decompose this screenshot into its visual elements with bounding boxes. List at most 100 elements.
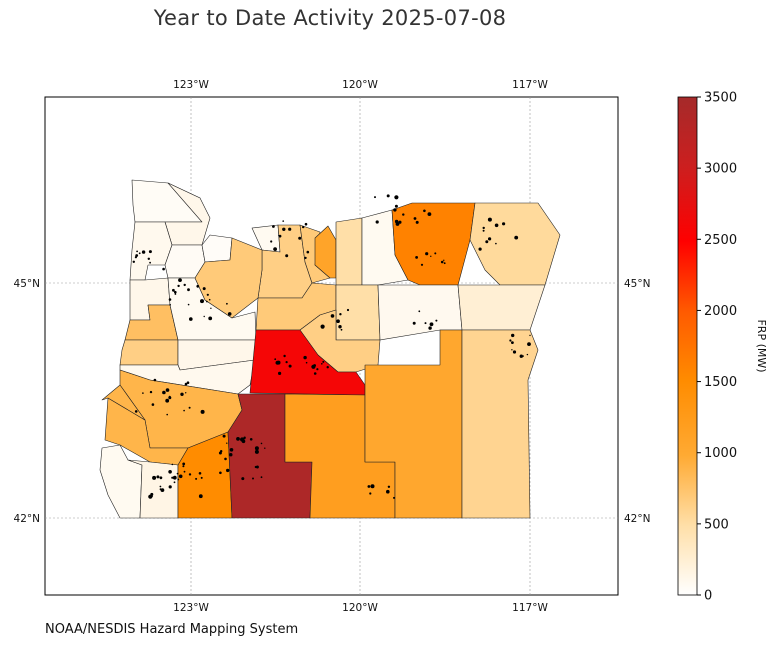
- fire-detection-dot: [336, 321, 339, 323]
- fire-detection-dot: [313, 372, 317, 375]
- fire-detection-dot: [434, 252, 437, 255]
- lat-tick-label: 42°N: [14, 513, 40, 525]
- colorbar-tick-label: 3500: [704, 91, 737, 106]
- county-layer: [99, 179, 561, 519]
- fire-detection-dot: [174, 290, 177, 294]
- fire-detection-dot: [254, 465, 257, 469]
- source-credit: NOAA/NESDIS Hazard Mapping System: [45, 622, 299, 637]
- fire-detection-dot: [512, 350, 517, 354]
- county-clackamas: [194, 237, 263, 319]
- fire-detection-dot: [183, 409, 185, 412]
- fire-detection-dot: [177, 478, 180, 481]
- colorbar-tick-label: 3000: [704, 162, 737, 177]
- fire-detection-dot: [150, 495, 153, 498]
- fire-detection-dot: [495, 242, 497, 245]
- fire-detection-dot: [168, 485, 172, 489]
- fire-detection-dot: [367, 485, 371, 488]
- fire-detection-dot: [412, 321, 416, 325]
- lat-tick-label: 45°N: [14, 278, 40, 290]
- fire-detection-dot: [254, 446, 259, 451]
- fire-detection-dot: [478, 247, 482, 251]
- fire-detection-dot: [241, 477, 245, 481]
- fire-detection-dot: [187, 303, 190, 306]
- fire-detection-dot: [340, 328, 343, 331]
- fire-detection-dot: [149, 261, 152, 264]
- fire-detection-dot: [171, 476, 174, 479]
- county-lincoln: [119, 339, 179, 366]
- fire-detection-dot: [394, 219, 399, 224]
- fire-detection-dot: [160, 488, 165, 492]
- fire-detection-dot: [136, 250, 139, 253]
- fire-detection-dot: [485, 240, 489, 244]
- county-deschutes: [249, 329, 366, 396]
- fire-detection-dot: [511, 333, 515, 338]
- fire-detection-dot: [198, 494, 203, 499]
- fire-detection-dot: [274, 358, 277, 361]
- fire-detection-dot: [282, 227, 286, 231]
- fire-detection-dot: [219, 471, 222, 475]
- fire-detection-dot: [226, 468, 230, 473]
- fire-detection-dot: [527, 342, 531, 346]
- fire-detection-dot: [226, 302, 228, 305]
- fire-detection-dot: [272, 225, 275, 228]
- fire-detection-dot: [255, 465, 259, 469]
- fire-detection-dot: [168, 298, 172, 301]
- fire-detection-dot: [188, 473, 192, 476]
- colorbar-tick-label: 2500: [704, 233, 737, 248]
- fire-detection-dot: [321, 363, 323, 365]
- fire-detection-dot: [218, 451, 222, 455]
- lon-tick-label: 123°W: [173, 602, 209, 614]
- fire-detection-dot: [260, 442, 263, 445]
- fire-detection-dot: [283, 354, 286, 358]
- fire-detection-dot: [514, 235, 519, 240]
- fire-detection-dot: [147, 257, 150, 260]
- fire-detection-dot: [402, 213, 405, 216]
- fire-detection-dot: [172, 475, 177, 480]
- fire-detection-dot: [208, 298, 211, 301]
- fire-detection-dot: [222, 434, 226, 438]
- fire-detection-dot: [210, 307, 212, 309]
- lon-ticks-top: 123°W 120°W 117°W: [173, 79, 548, 91]
- fire-detection-dot: [302, 225, 305, 229]
- fire-detection-dot: [339, 313, 342, 316]
- fire-detection-dot: [519, 354, 523, 358]
- fire-detection-dot: [241, 439, 246, 444]
- lat-tick-label: 42°N: [624, 513, 650, 525]
- fire-detection-dot: [482, 229, 485, 232]
- fire-detection-dot: [494, 223, 499, 228]
- fire-detection-dot: [415, 256, 418, 259]
- fire-detection-dot: [200, 299, 204, 304]
- county-multnomah: [201, 234, 233, 263]
- fire-detection-dot: [142, 392, 144, 394]
- fire-detection-dot: [304, 222, 308, 226]
- fire-detection-dot: [176, 472, 179, 475]
- fire-detection-dot: [393, 208, 397, 212]
- fire-detection-dot: [141, 250, 146, 254]
- fire-detection-dot: [375, 220, 379, 224]
- fire-detection-dot: [168, 470, 172, 474]
- fire-detection-dot: [526, 353, 529, 356]
- fire-detection-dot: [330, 314, 335, 318]
- fire-detection-dot: [374, 196, 376, 199]
- fire-detection-dot: [304, 256, 307, 260]
- fire-detection-dot: [423, 209, 426, 213]
- fire-detection-dot: [428, 326, 432, 330]
- fire-detection-dot: [313, 364, 316, 367]
- colorbar-tick-label: 1500: [704, 375, 737, 390]
- fire-detection-dot: [273, 247, 277, 252]
- fire-detection-dot: [393, 496, 395, 499]
- fire-detection-dot: [151, 403, 155, 406]
- fire-detection-dot: [443, 259, 445, 261]
- fire-detection-dot: [172, 288, 175, 292]
- lon-tick-label: 120°W: [342, 79, 378, 91]
- county-wheeler: [335, 284, 381, 341]
- fire-detection-dot: [252, 477, 254, 480]
- fire-detection-dot: [285, 361, 288, 364]
- fire-detection-dot: [278, 234, 280, 237]
- fire-detection-dot: [178, 474, 183, 479]
- fire-detection-dot: [488, 237, 492, 241]
- fire-detection-dot: [243, 437, 246, 440]
- fire-detection-dot: [186, 381, 190, 385]
- fire-detection-dot: [429, 322, 434, 327]
- fire-detection-dot: [326, 366, 329, 369]
